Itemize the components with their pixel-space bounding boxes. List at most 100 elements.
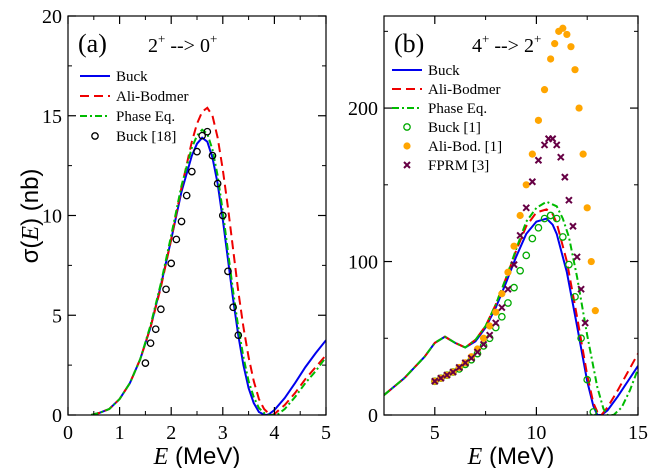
panel-b-series-ali-bod-1-point: [547, 55, 555, 63]
panel-b-series-buck-1-point: [516, 266, 524, 275]
panel-a-label: (a): [78, 29, 107, 58]
panel-b-series-ali-bod-1-markers: [431, 24, 599, 385]
panel-b-title-sup2: +: [534, 31, 541, 46]
panel-a-series-buck-line: [90, 136, 326, 415]
panel-b-series-ali-bod-1-point: [540, 86, 549, 94]
panel-b-legend-fprm-3-swatch: [403, 161, 411, 169]
panel-b-series-phase-eq-line: [384, 200, 638, 415]
panel-b-series-buck-1-point: [546, 211, 555, 220]
panel-b-title-mid: --> 2: [489, 35, 534, 57]
panel-b-series-fprm-3-point: [443, 371, 451, 379]
panel-b-series-fprm-3-point: [577, 285, 585, 293]
panel-b-series-fprm-3-point: [569, 222, 577, 230]
panel-a-legend-buck-18-swatch: [91, 132, 99, 140]
panel-a-ytick-label: 15: [42, 106, 62, 128]
panel-a-ylabel-italic: E: [18, 226, 44, 242]
panel-b-series-fprm-3-point: [573, 253, 581, 261]
panel-b-legend-ali-bodmer: Ali-Bodmer: [392, 82, 501, 98]
panel-a-ytick-label: 0: [52, 405, 62, 427]
panel-b-legend-ali-bod-1-swatch: [403, 142, 411, 150]
panel-a-legend-buck-18-label: Buck [18]: [116, 129, 176, 145]
panel-b-series-ali-bod-1-point: [504, 268, 512, 276]
panel-b-series-fprm-3-point: [534, 156, 543, 164]
panel-a-series-buck-18-markers: [141, 127, 243, 367]
panel-b-legend-buck-1-label: Buck [1]: [428, 120, 481, 136]
panel-a-title-sup1: +: [158, 31, 165, 46]
panel-b-series-fprm-3-point: [548, 135, 557, 143]
panel-a-xtick-label: 0: [63, 422, 73, 444]
panel-b-series-fprm-3-point: [540, 141, 549, 149]
panel-a-series-buck-18-point: [146, 339, 155, 348]
panel-a-series-buck-18-point: [182, 191, 191, 200]
panel-b-series-buck-1-point: [504, 299, 512, 307]
panel-a-title-sup2: +: [210, 31, 217, 46]
panel-a-series-buck-18-point: [229, 303, 237, 312]
panel-b-ticks: 5 10 15 0 100 200: [348, 16, 648, 444]
panel-b-series-fprm-3-point: [581, 319, 589, 327]
panel-b-series-buck-1-point: [577, 334, 585, 343]
panel-b-series-ali-bodmer-line: [384, 208, 638, 415]
panel-b-series-ali-bod-1-point: [510, 242, 518, 250]
panel-a-ytick-label: 10: [42, 206, 62, 228]
panel-a-legend-ali-bodmer: Ali-Bodmer: [80, 89, 189, 105]
panel-b-series-ali-bod-1-point: [486, 322, 494, 330]
panel-b-series-fprm-3-point: [437, 374, 445, 382]
panel-b-series-fprm-3-point: [449, 368, 457, 376]
panel-b-series-buck-1-point: [583, 375, 592, 384]
panel-b-series-buck-1-point: [589, 408, 598, 415]
panel-a-legend-buck: Buck: [80, 69, 148, 85]
panel-a-series-buck-18-point: [198, 131, 207, 140]
panel-b-legend-ali-bod-1-label: Ali-Bod. [1]: [428, 139, 502, 155]
panel-a-xtick-label: 1: [115, 422, 125, 444]
panel-b-legend-fprm-3-label: FPRM [3]: [428, 158, 489, 174]
panel-a-xlabel: E (MeV): [153, 443, 241, 468]
panel-a-series-buck-18-point: [218, 211, 227, 220]
panel-b-series-ali-bod-1-point: [587, 257, 595, 266]
panel-b-series-fprm-3-point: [557, 153, 565, 161]
panel-b-xlabel-italic: E: [467, 444, 483, 468]
panel-a-series-ali-bodmer-line: [90, 106, 326, 415]
panel-b-series-ali-bod-1-point: [467, 353, 475, 361]
panel-a-title-mid: --> 0: [165, 35, 210, 57]
panel-b-series-fprm-3-point: [498, 303, 506, 312]
panel-b-label: (b): [394, 29, 424, 58]
panel-b-xtick-label: 5: [430, 422, 440, 444]
panel-b-series-ali-bod-1-point: [591, 307, 599, 315]
panel-b-series-ali-bod-1-point: [575, 104, 583, 112]
panel-b-series-fprm-3-point: [553, 141, 561, 149]
panel-b-legend-ali-bodmer-label: Ali-Bodmer: [428, 82, 501, 98]
panel-a-ylabel-rest: ) (nb): [17, 169, 44, 226]
panel-b-plot-area: [384, 24, 638, 415]
panel-a-plot-area: [90, 106, 326, 415]
panel-b-series-buck-1-point: [540, 214, 549, 223]
panel-a-series-buck-18-point: [193, 147, 201, 156]
panel-b-legend: Buck Ali-Bodmer Phase Eq. Buck [1] Ali-Bod. …: [392, 63, 502, 174]
panel-b-ytick-label: 200: [348, 98, 378, 120]
panel-b-series-fprm-3-point: [473, 348, 482, 356]
panel-b-series-buck-1-point: [528, 234, 537, 243]
panel-a-series-buck-18-point: [162, 285, 170, 294]
panel-a-series-buck-18-point: [172, 235, 181, 244]
panel-b-series-fprm-3-point: [528, 178, 537, 186]
panel-b-series-fprm-3-point: [455, 363, 463, 372]
panel-a-series-buck-18-point: [213, 179, 222, 188]
panel-b-series-buck-1-point: [552, 214, 561, 223]
panel-b-series-fprm-3-point: [431, 377, 439, 385]
panel-b-series-ali-bod-1-point: [516, 211, 524, 220]
panel-a-series-phase-eq-line: [90, 128, 326, 415]
panel-b-series-ali-bod-1-point: [492, 308, 500, 316]
panel-b-legend-fprm-3: FPRM [3]: [403, 158, 489, 174]
panel-b-series-buck-1-point: [522, 251, 531, 260]
panel-a-series-buck-18-point: [151, 325, 160, 334]
panel-a-series-buck-18-point: [203, 127, 212, 136]
panel-a-series-buck-18-point: [157, 305, 165, 314]
panel-a-series-buck-18-point: [141, 359, 150, 367]
panel-b-frame: [383, 15, 639, 416]
panel-a-xtick-label: 3: [218, 422, 228, 444]
panel-a-series-buck-18-point: [177, 217, 186, 226]
panel-a-series-buck-18-point: [224, 267, 232, 276]
panel-b-xtick-label: 15: [628, 422, 648, 444]
panel-b-series-buck-1-point: [558, 233, 567, 241]
